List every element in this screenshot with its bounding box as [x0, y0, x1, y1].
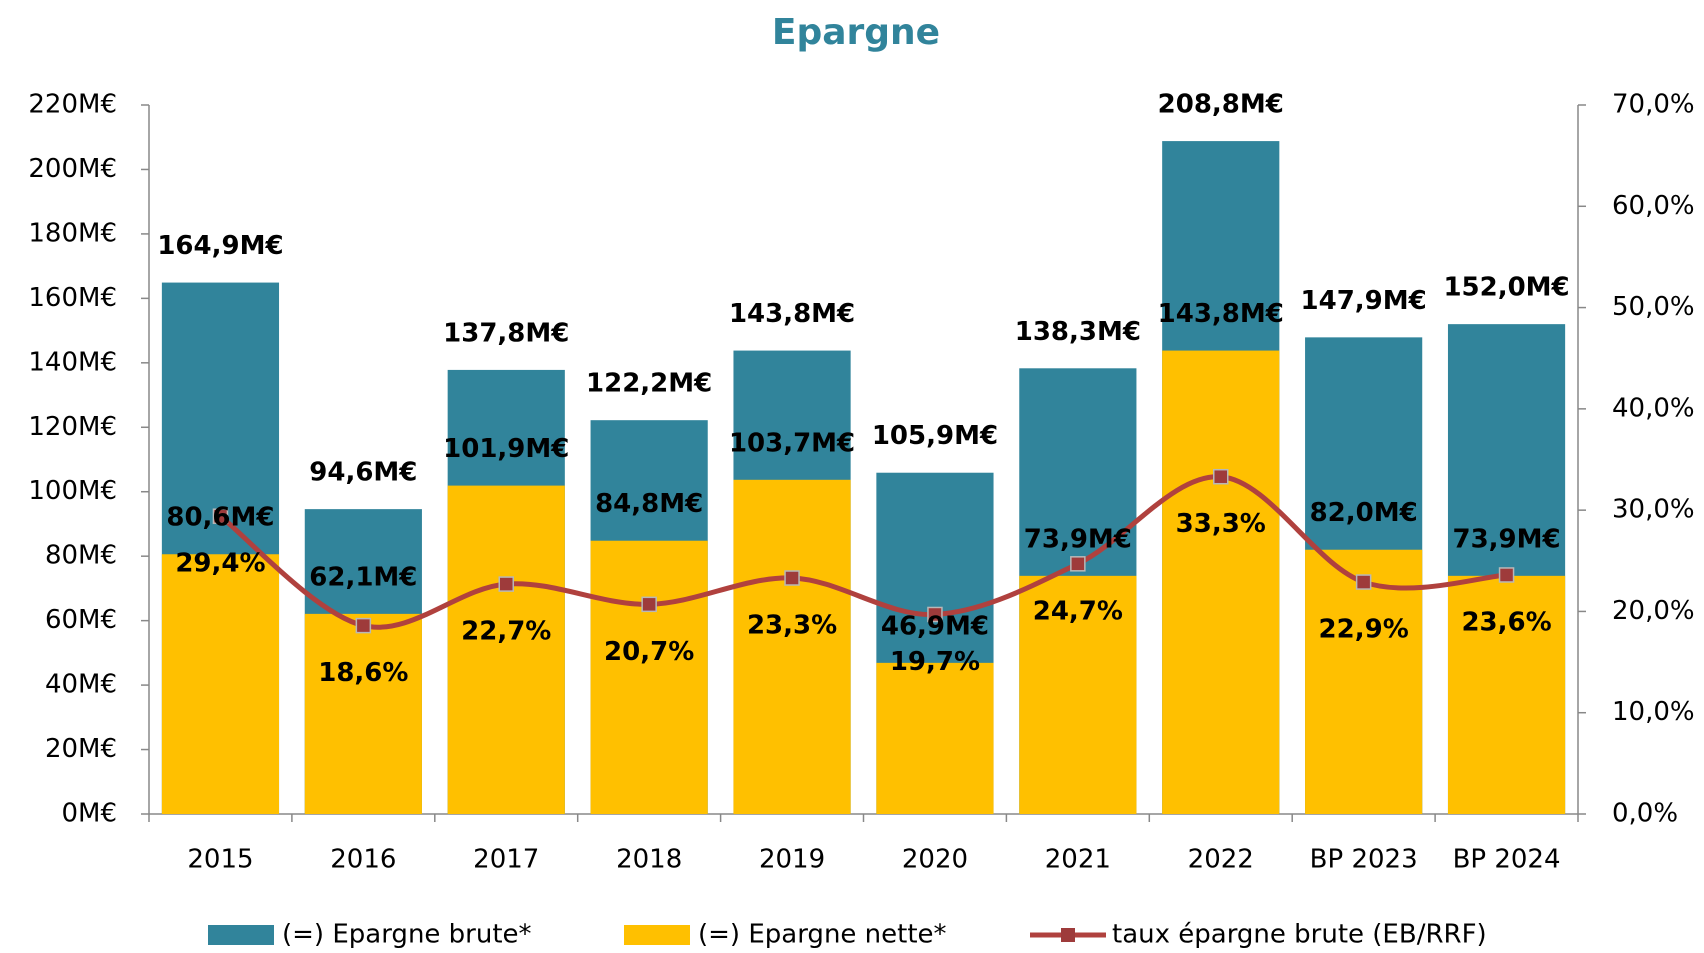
y-tick-label: 140M€ — [28, 347, 117, 377]
bar-value-label: 164,9M€ — [157, 231, 283, 261]
bar — [876, 662, 994, 814]
bar-value-label: 82,0M€ — [1310, 498, 1418, 528]
bar-value-label: 84,8M€ — [595, 489, 703, 519]
line-value-label: 24,7% — [1033, 596, 1123, 626]
bar-value-label: 101,9M€ — [443, 434, 569, 464]
line-marker — [1213, 468, 1229, 485]
line-marker — [1498, 567, 1515, 583]
y-tick-label: 120M€ — [28, 412, 117, 442]
y-tick-label: 80M€ — [45, 541, 117, 571]
line-value-label: 22,7% — [461, 617, 551, 647]
line-marker — [1355, 574, 1372, 590]
line-marker — [212, 508, 229, 524]
y-tick-label: 160M€ — [28, 283, 117, 313]
bar — [161, 554, 280, 814]
x-tick-label: 2022 — [1188, 845, 1254, 875]
line-marker — [927, 606, 943, 623]
bar-value-label: 80,6M€ — [166, 503, 274, 533]
bar-value-label: 94,6M€ — [309, 458, 417, 488]
line-value-label: 22,9% — [1319, 615, 1409, 645]
line-value-label: 23,3% — [747, 611, 837, 641]
bar-value-label: 137,8M€ — [443, 318, 569, 348]
legend-label: (=) Epargne nette* — [698, 920, 947, 950]
y-tick-label: 0M€ — [61, 799, 117, 829]
line-marker — [1070, 556, 1086, 572]
bar — [1447, 575, 1566, 814]
line-value-label: 20,7% — [604, 637, 694, 667]
legend-swatch — [208, 925, 274, 945]
bar-value-label: 73,9M€ — [1452, 524, 1560, 554]
bar-value-label: 105,9M€ — [872, 421, 998, 451]
bar-value-label: 122,2M€ — [586, 369, 712, 399]
bar — [304, 613, 422, 814]
bar-value-label: 147,9M€ — [1301, 286, 1427, 316]
line-value-label: 19,7% — [890, 647, 980, 677]
y2-tick-label: 40,0% — [1612, 393, 1695, 423]
line-value-label: 29,4% — [175, 549, 265, 579]
chart-title: Epargne — [772, 12, 940, 53]
bar-value-label: 138,3M€ — [1015, 317, 1141, 347]
y-tick-label: 40M€ — [45, 670, 117, 700]
y2-tick-label: 20,0% — [1612, 596, 1695, 626]
bar — [733, 479, 851, 814]
bar — [447, 485, 565, 814]
legend-swatch — [624, 925, 690, 945]
x-tick-label: 2019 — [759, 845, 825, 875]
line-value-label: 18,6% — [318, 658, 408, 688]
bar — [1305, 549, 1423, 814]
line-marker — [641, 596, 657, 613]
x-tick-label: 2017 — [473, 845, 539, 875]
legend-label: (=) Epargne brute* — [282, 920, 532, 950]
x-tick-label: 2016 — [330, 845, 396, 875]
y-tick-label: 60M€ — [45, 605, 117, 635]
x-tick-label: BP 2023 — [1310, 845, 1418, 875]
x-tick-label: 2020 — [902, 845, 968, 875]
y-tick-label: 220M€ — [28, 90, 117, 120]
x-tick-label: 2018 — [616, 845, 682, 875]
x-tick-label: BP 2024 — [1453, 845, 1561, 875]
bar-value-label: 152,0M€ — [1443, 273, 1569, 303]
y2-tick-label: 60,0% — [1612, 191, 1695, 221]
bar — [1019, 575, 1137, 814]
bar — [590, 540, 708, 814]
line-value-label: 33,3% — [1176, 509, 1266, 539]
y-tick-label: 20M€ — [45, 734, 117, 764]
legend-swatch — [1061, 928, 1075, 942]
x-tick-label: 2015 — [187, 845, 253, 875]
line-marker — [784, 570, 800, 586]
y-tick-label: 100M€ — [28, 476, 117, 506]
y2-tick-label: 0,0% — [1612, 799, 1678, 829]
bar — [1162, 350, 1280, 814]
line — [218, 474, 1507, 630]
y2-tick-label: 10,0% — [1612, 697, 1695, 727]
bar-value-label: 208,8M€ — [1158, 90, 1284, 120]
bar-value-label: 103,7M€ — [729, 428, 855, 458]
bar-value-label: 46,9M€ — [881, 611, 989, 641]
line-value-label: 23,6% — [1461, 607, 1551, 637]
y2-tick-label: 70,0% — [1612, 90, 1695, 120]
legend-label: taux épargne brute (EB/RRF) — [1112, 920, 1487, 950]
y2-tick-label: 30,0% — [1612, 495, 1695, 525]
bar-value-label: 143,8M€ — [729, 299, 855, 329]
y2-tick-label: 50,0% — [1612, 292, 1695, 322]
bar-value-label: 143,8M€ — [1158, 299, 1284, 329]
line-marker — [498, 576, 514, 592]
bar-value-label: 62,1M€ — [309, 562, 417, 592]
y-tick-label: 200M€ — [28, 154, 117, 184]
y-tick-label: 180M€ — [28, 218, 117, 248]
line-marker — [355, 617, 372, 634]
bar-value-label: 73,9M€ — [1024, 524, 1132, 554]
x-tick-label: 2021 — [1045, 845, 1111, 875]
